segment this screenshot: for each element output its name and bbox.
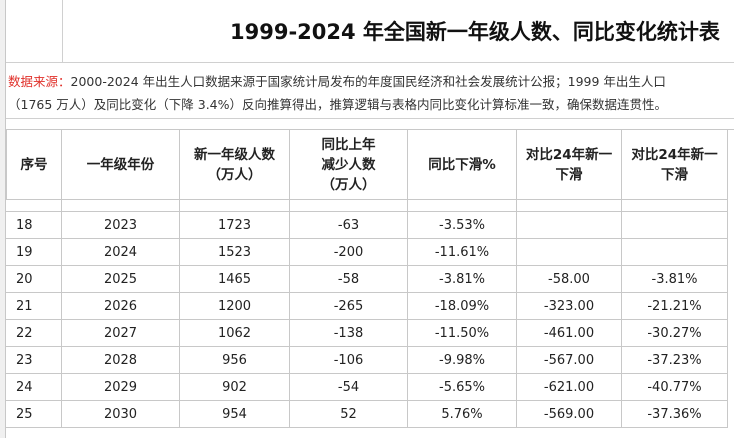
hidden-row-cell[interactable] — [290, 200, 408, 212]
source-note: 数据来源：2000-2024 年出生人口数据来源于国家统计局发布的年度国民经济和… — [8, 71, 734, 90]
data-cell[interactable]: -18.09% — [408, 293, 517, 320]
hidden-row-cell[interactable] — [622, 200, 728, 212]
data-cell[interactable]: 52 — [290, 401, 408, 428]
data-cell[interactable]: 23 — [6, 347, 62, 374]
header-cell[interactable]: 同比上年减少人数 （万人） — [290, 130, 408, 200]
data-cell[interactable] — [517, 212, 622, 239]
data-cell[interactable]: -621.00 — [517, 374, 622, 401]
data-cell[interactable]: 24 — [6, 374, 62, 401]
data-cell[interactable]: 1465 — [180, 266, 290, 293]
data-cell[interactable]: 2030 — [62, 401, 180, 428]
data-cell[interactable]: 1523 — [180, 239, 290, 266]
data-cell[interactable]: -200 — [290, 239, 408, 266]
data-cell[interactable]: 1723 — [180, 212, 290, 239]
header-text: 对比24年新一 — [525, 146, 613, 163]
data-cell[interactable]: -11.61% — [408, 239, 517, 266]
data-cell[interactable]: -3.53% — [408, 212, 517, 239]
data-cell[interactable]: 20 — [6, 266, 62, 293]
data-cell[interactable]: -37.36% — [622, 401, 728, 428]
data-cell[interactable]: 2026 — [62, 293, 180, 320]
source-note: （1765 万人）及同比变化（下降 3.4%）反向推算得出，推算逻辑与表格内同比… — [8, 94, 734, 113]
header-cell[interactable]: 序号 — [6, 130, 62, 200]
data-cell[interactable]: -40.77% — [622, 374, 728, 401]
header-text: 下滑 — [661, 166, 688, 183]
data-cell[interactable]: 19 — [6, 239, 62, 266]
hidden-row-cell[interactable] — [517, 200, 622, 212]
data-cell[interactable] — [622, 239, 728, 266]
data-cell[interactable]: 2023 — [62, 212, 180, 239]
data-cell[interactable]: -106 — [290, 347, 408, 374]
header-cell[interactable]: 对比24年新一 下滑 — [622, 130, 728, 200]
header-text: （万人） — [321, 176, 376, 193]
header-text: 一年级年份 — [86, 156, 155, 173]
data-cell[interactable]: 1200 — [180, 293, 290, 320]
note-label: 数据来源： — [8, 74, 71, 89]
row-gutter — [0, 0, 6, 438]
data-cell[interactable]: -567.00 — [517, 347, 622, 374]
hidden-row-cell[interactable] — [180, 200, 290, 212]
data-cell[interactable]: 25 — [6, 401, 62, 428]
note-line: 2000-2024 年出生人口数据来源于国家统计局发布的年度国民经济和社会发展统… — [70, 74, 666, 89]
grid-line — [62, 0, 63, 62]
hidden-row-cell[interactable] — [6, 200, 62, 212]
header-text: 序号 — [20, 156, 48, 173]
data-cell[interactable]: -9.98% — [408, 347, 517, 374]
header-text: （万人） — [207, 166, 262, 183]
data-cell[interactable]: -461.00 — [517, 320, 622, 347]
data-cell[interactable]: -21.21% — [622, 293, 728, 320]
data-cell[interactable]: 2029 — [62, 374, 180, 401]
table-title: 1999-2024 年全国新一年级人数、同比变化统计表 — [230, 20, 720, 44]
header-cell[interactable]: 新一年级人数 （万人） — [180, 130, 290, 200]
data-cell[interactable]: 21 — [6, 293, 62, 320]
data-cell[interactable]: 2027 — [62, 320, 180, 347]
data-cell[interactable]: -3.81% — [622, 266, 728, 293]
header-cell[interactable]: 对比24年新一 下滑 — [517, 130, 622, 200]
data-cell[interactable]: -569.00 — [517, 401, 622, 428]
header-cell[interactable]: 同比下滑% — [408, 130, 517, 200]
data-cell[interactable]: -30.27% — [622, 320, 728, 347]
header-cell[interactable]: 一年级年份 — [62, 130, 180, 200]
data-cell[interactable]: 2024 — [62, 239, 180, 266]
data-cell[interactable]: -63 — [290, 212, 408, 239]
data-cell[interactable]: 5.76% — [408, 401, 517, 428]
data-cell[interactable]: -58 — [290, 266, 408, 293]
data-cell[interactable]: -138 — [290, 320, 408, 347]
data-cell[interactable]: 902 — [180, 374, 290, 401]
hidden-row-cell[interactable] — [408, 200, 517, 212]
data-cell[interactable]: 2025 — [62, 266, 180, 293]
data-cell[interactable]: 1062 — [180, 320, 290, 347]
data-cell[interactable] — [517, 239, 622, 266]
data-cell[interactable]: -58.00 — [517, 266, 622, 293]
data-cell[interactable]: -3.81% — [408, 266, 517, 293]
data-cell[interactable]: -54 — [290, 374, 408, 401]
note-line: （1765 万人）及同比变化（下降 3.4%）反向推算得出，推算逻辑与表格内同比… — [8, 97, 668, 112]
data-cell[interactable]: 956 — [180, 347, 290, 374]
header-text: 同比下滑% — [428, 156, 496, 173]
data-cell[interactable]: -323.00 — [517, 293, 622, 320]
header-text: 新一年级人数 — [194, 146, 275, 163]
data-cell[interactable]: -11.50% — [408, 320, 517, 347]
header-text: 对比24年新一 — [631, 146, 718, 163]
data-cell[interactable] — [622, 212, 728, 239]
header-text: 同比上年 — [321, 136, 376, 153]
data-cell[interactable]: -265 — [290, 293, 408, 320]
data-cell[interactable]: 2028 — [62, 347, 180, 374]
spacer-row — [6, 118, 734, 130]
data-cell[interactable]: -37.23% — [622, 347, 728, 374]
header-text: 减少人数 — [321, 156, 376, 173]
grid-line — [6, 62, 734, 63]
header-text: 下滑 — [555, 166, 583, 183]
data-cell[interactable]: 954 — [180, 401, 290, 428]
hidden-row-cell[interactable] — [62, 200, 180, 212]
data-cell[interactable]: 18 — [6, 212, 62, 239]
data-cell[interactable]: 22 — [6, 320, 62, 347]
data-cell[interactable]: -5.65% — [408, 374, 517, 401]
